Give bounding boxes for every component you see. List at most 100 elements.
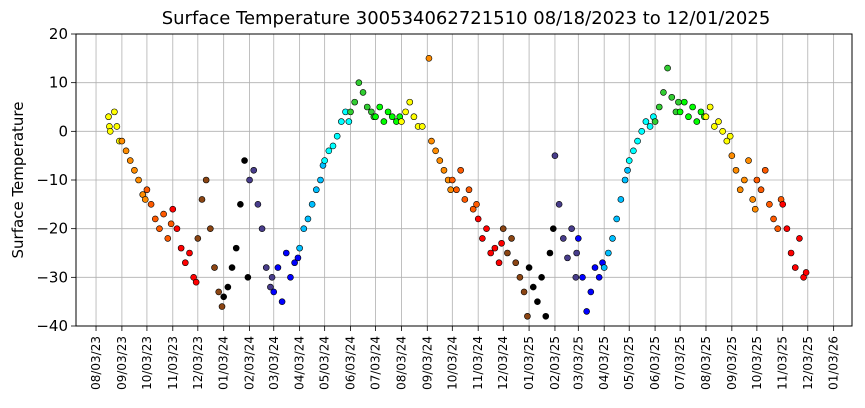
- x-tick-label: 09/03/24: [420, 336, 434, 390]
- data-point: [296, 244, 303, 252]
- data-point: [753, 176, 761, 184]
- data-point: [675, 98, 682, 106]
- data-point: [568, 225, 575, 232]
- data-point: [258, 225, 266, 232]
- data-point: [787, 249, 795, 257]
- y-tick-label: −10: [36, 171, 68, 189]
- data-point: [372, 113, 379, 121]
- data-point: [282, 249, 290, 257]
- data-series: [194, 176, 226, 310]
- x-tick-label: 07/03/24: [369, 336, 383, 390]
- data-point: [465, 186, 473, 194]
- data-point: [126, 157, 134, 164]
- data-point: [388, 113, 396, 121]
- data-point: [156, 225, 163, 232]
- x-tick-label: 10/03/25: [750, 336, 764, 390]
- data-point: [224, 283, 232, 291]
- data-point: [542, 312, 550, 320]
- data-point: [321, 157, 328, 164]
- data-point: [516, 274, 524, 281]
- data-series: [575, 235, 606, 315]
- x-tick-label: 08/03/24: [394, 336, 408, 390]
- data-point: [177, 244, 185, 252]
- data-point: [241, 157, 248, 164]
- data-point: [402, 108, 409, 116]
- data-point: [591, 264, 599, 271]
- data-point: [711, 123, 718, 130]
- data-point: [621, 176, 629, 184]
- data-point: [546, 249, 554, 257]
- data-point: [469, 205, 477, 213]
- chart-title: Surface Temperature 300534062721510 08/1…: [162, 8, 771, 29]
- data-point: [664, 64, 671, 72]
- data-point: [487, 249, 495, 257]
- data-point: [579, 274, 586, 281]
- data-point: [564, 254, 571, 262]
- data-point: [555, 201, 563, 208]
- data-point: [534, 298, 541, 305]
- data-point: [198, 196, 206, 203]
- data-point: [697, 108, 705, 116]
- data-series: [499, 225, 531, 320]
- x-tick-label: 05/03/24: [318, 336, 332, 390]
- data-point: [638, 128, 646, 135]
- x-tick-label: 04/03/24: [293, 336, 307, 390]
- data-point: [587, 288, 595, 296]
- data-point: [300, 225, 308, 232]
- data-series: [449, 166, 480, 213]
- data-point: [304, 215, 312, 223]
- data-point: [549, 225, 557, 232]
- data-point: [363, 103, 371, 111]
- x-tick-label: 12/03/25: [801, 336, 815, 390]
- data-point: [504, 249, 511, 257]
- data-point: [651, 118, 659, 125]
- data-point: [491, 244, 499, 252]
- data-point: [254, 201, 262, 208]
- data-point: [736, 186, 744, 194]
- data-point: [447, 186, 454, 194]
- data-point: [783, 225, 791, 232]
- x-tick-label: 02/03/24: [243, 336, 257, 390]
- x-tick-label: 12/03/24: [496, 336, 510, 390]
- x-tick-label: 01/03/26: [827, 336, 841, 390]
- data-point: [268, 274, 276, 281]
- data-point: [406, 98, 414, 106]
- y-tick-label: 0: [58, 122, 68, 140]
- y-tick-label: −30: [36, 268, 68, 286]
- data-point: [359, 89, 367, 96]
- x-tick-label: 08/03/25: [699, 336, 713, 390]
- data-point: [770, 215, 777, 223]
- data-point: [287, 274, 294, 281]
- data-point: [250, 166, 258, 174]
- data-point: [520, 288, 528, 296]
- data-point: [495, 259, 503, 267]
- data-point: [617, 196, 625, 203]
- data-point: [685, 113, 692, 121]
- data-point: [202, 176, 210, 184]
- data-point: [779, 201, 787, 208]
- data-point: [473, 201, 480, 208]
- data-point: [111, 108, 118, 116]
- data-point: [774, 225, 782, 232]
- data-point: [693, 118, 701, 125]
- data-point: [457, 166, 464, 174]
- data-point: [802, 269, 810, 276]
- x-tick-label: 08/03/23: [89, 336, 103, 390]
- data-point: [169, 205, 177, 213]
- x-tick-label: 06/03/25: [648, 336, 662, 390]
- data-point: [291, 259, 298, 267]
- data-point: [398, 118, 405, 125]
- data-point: [572, 274, 580, 281]
- data-point: [380, 118, 388, 125]
- data-point: [228, 264, 236, 271]
- y-tick-label: 20: [49, 25, 68, 43]
- data-point: [376, 103, 384, 111]
- data-point: [294, 254, 302, 262]
- data-point: [347, 108, 354, 116]
- data-point: [218, 303, 226, 310]
- data-series: [702, 103, 734, 145]
- data-point: [325, 147, 333, 155]
- data-series: [118, 137, 149, 203]
